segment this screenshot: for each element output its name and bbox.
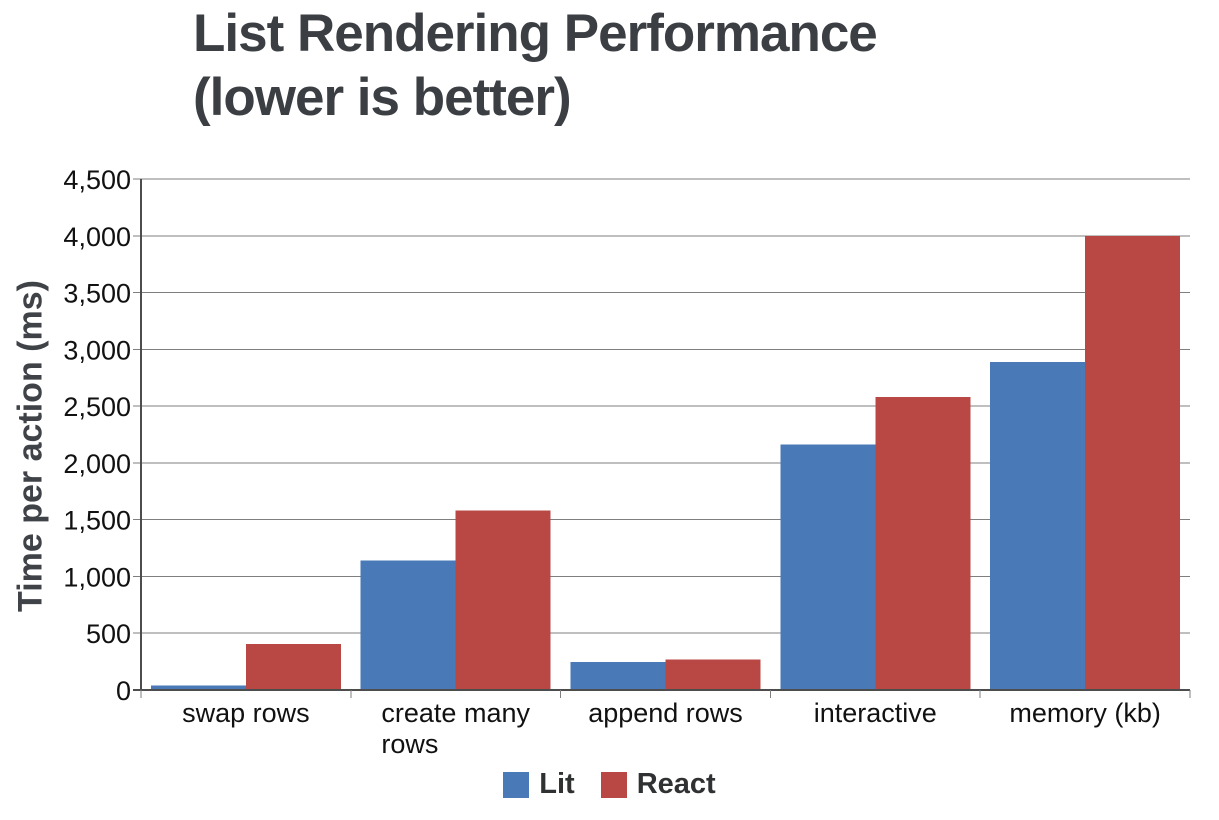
legend-swatch-lit xyxy=(503,771,530,798)
chart-title-line2: (lower is better) xyxy=(193,67,572,127)
legend-swatch-react xyxy=(600,771,627,798)
bar-react-append-rows xyxy=(665,659,761,690)
x-category-label-interactive: interactive xyxy=(814,698,937,728)
legend-label-react: React xyxy=(636,768,716,800)
x-category-label-create-many-rows-line2: rows xyxy=(381,729,438,759)
legend: Lit React xyxy=(0,768,1219,801)
legend-item-lit: Lit xyxy=(503,768,575,801)
chart-title-line1: List Rendering Performance xyxy=(193,4,878,63)
bar-react-memory-kb xyxy=(1085,235,1181,690)
y-tick-label-500: 500 xyxy=(86,619,131,649)
y-tick-label-4000: 4,000 xyxy=(63,222,131,252)
y-tick-label-1500: 1,500 xyxy=(63,506,131,536)
legend-label-lit: Lit xyxy=(539,768,575,800)
bar-lit-create-many-rows xyxy=(360,560,456,690)
x-category-label-swap-rows: swap rows xyxy=(182,698,310,728)
y-tick-label-3500: 3,500 xyxy=(63,279,131,309)
bar-lit-memory-kb xyxy=(990,361,1086,690)
bar-lit-swap-rows xyxy=(150,685,246,690)
y-tick-label-0: 0 xyxy=(116,676,131,706)
bar-react-create-many-rows xyxy=(455,510,551,690)
y-tick-label-3000: 3,000 xyxy=(63,335,131,365)
bar-react-swap-rows xyxy=(245,644,341,690)
y-tick-label-4500: 4,500 xyxy=(63,165,131,195)
x-category-label-append-rows: append rows xyxy=(588,698,743,728)
y-tick-label-1000: 1,000 xyxy=(63,562,131,592)
bar-lit-append-rows xyxy=(570,662,666,690)
legend-item-react: React xyxy=(600,768,716,801)
chart-title: List Rendering Performance (lower is bet… xyxy=(193,2,878,129)
y-tick-label-2000: 2,000 xyxy=(63,449,131,479)
x-category-label-create-many-rows: create many xyxy=(381,698,530,728)
x-category-label-memory-kb: memory (kb) xyxy=(1009,698,1161,728)
bar-react-interactive xyxy=(875,397,971,690)
bar-lit-interactive xyxy=(780,444,876,690)
y-tick-label-2500: 2,500 xyxy=(63,392,131,422)
